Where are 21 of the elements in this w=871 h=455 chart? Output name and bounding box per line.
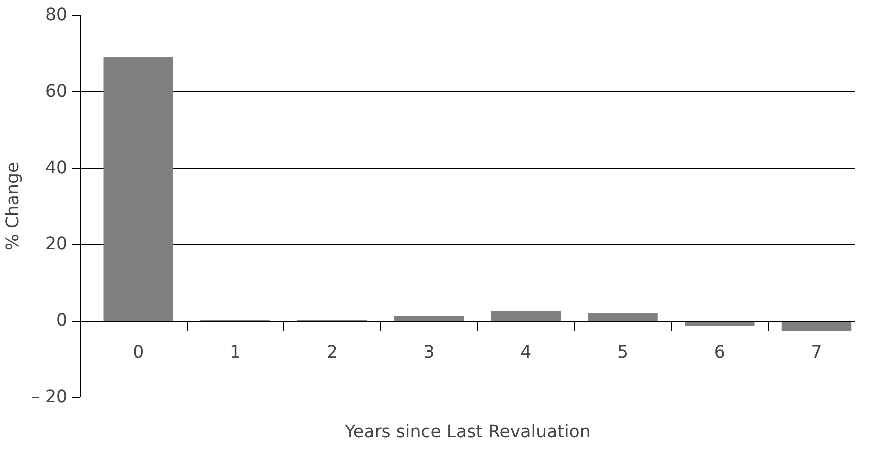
- y-tick-label: 20: [45, 234, 68, 255]
- y-axis-title: % Change: [3, 162, 24, 251]
- y-tick-label: 80: [45, 6, 68, 26]
- x-tick-label: 2: [326, 343, 338, 364]
- x-tick-label: 0: [133, 343, 144, 364]
- x-tick-label: 5: [617, 343, 629, 364]
- x-tick-label: 3: [424, 343, 435, 364]
- x-tick-label: 4: [520, 343, 532, 364]
- y-tick-label: 60: [45, 82, 68, 102]
- bar: [588, 313, 658, 322]
- x-tick-label: 1: [230, 343, 242, 364]
- x-tick-label: 7: [811, 343, 822, 364]
- y-tick-label: – 20: [31, 388, 68, 408]
- bar: [491, 311, 561, 322]
- bar: [104, 58, 174, 322]
- bar: [782, 321, 852, 332]
- x-tick-label: 6: [714, 343, 726, 364]
- bar: [394, 316, 464, 322]
- y-tick-label: 40: [45, 158, 68, 178]
- y-tick-label: 0: [56, 311, 68, 332]
- x-axis-title: Years since Last Revaluation: [344, 422, 591, 442]
